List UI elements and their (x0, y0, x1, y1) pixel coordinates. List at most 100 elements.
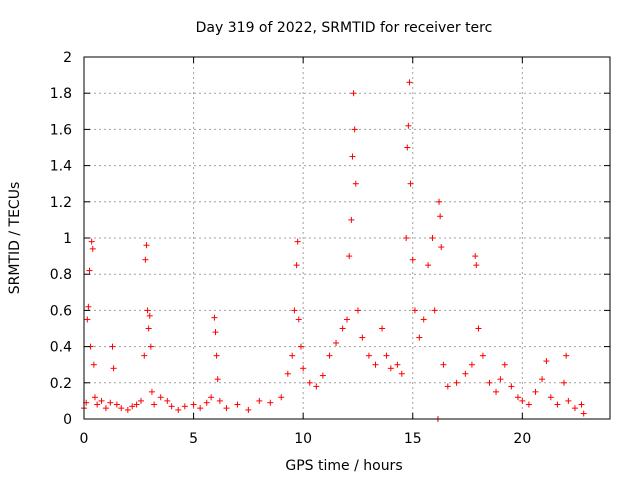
data-point (88, 238, 95, 245)
y-tick-label: 0.2 (50, 376, 72, 392)
data-point (133, 401, 140, 408)
data-point (284, 370, 291, 377)
data-point (291, 307, 298, 314)
data-point (479, 352, 486, 359)
data-point (350, 90, 357, 97)
data-point (148, 388, 155, 395)
data-point (394, 361, 401, 368)
data-point (98, 397, 105, 404)
data-point (403, 235, 410, 241)
y-tick-label: 1 (63, 231, 72, 247)
data-point (339, 325, 346, 332)
data-point (453, 379, 460, 386)
y-tick-label: 0 (63, 412, 72, 428)
data-point (333, 339, 340, 346)
x-tick-label: 5 (189, 431, 198, 447)
x-tick-label: 10 (294, 431, 312, 447)
data-point (547, 394, 554, 401)
data-point (124, 406, 131, 413)
data-point (129, 403, 136, 410)
data-point (216, 397, 223, 404)
y-axis-label: SRMTID / TECUs (7, 182, 23, 295)
data-point (462, 370, 469, 377)
data-point (493, 388, 500, 395)
y-tick-label: 0.8 (50, 267, 72, 283)
data-point (543, 358, 550, 365)
data-point (409, 256, 416, 263)
data-point (525, 401, 532, 408)
data-point (348, 216, 355, 223)
plot-frame (83, 56, 611, 420)
data-point (420, 316, 427, 323)
y-tick-label: 1.4 (50, 159, 72, 175)
data-point (113, 401, 120, 408)
data-point (354, 307, 361, 314)
data-point (295, 316, 302, 323)
data-point (475, 325, 482, 332)
data-point (411, 307, 418, 314)
data-point (102, 405, 109, 412)
data-point (157, 394, 164, 401)
data-point (578, 401, 585, 408)
data-point (560, 379, 567, 386)
data-point (144, 307, 151, 314)
data-point (278, 394, 285, 401)
data-point (444, 383, 451, 390)
data-point (256, 397, 263, 404)
data-point (234, 401, 241, 408)
data-point (351, 126, 358, 133)
data-point (143, 242, 150, 249)
data-point (190, 401, 197, 408)
data-point (90, 361, 97, 368)
data-point (473, 262, 480, 269)
data-point (554, 401, 561, 408)
data-point (197, 405, 204, 412)
data-point (175, 406, 182, 413)
data-point (107, 399, 114, 406)
data-point (472, 253, 479, 260)
data-point (429, 235, 436, 241)
data-point (405, 122, 412, 129)
x-tick-label: 20 (513, 431, 531, 447)
data-point (486, 379, 493, 386)
data-point (306, 379, 313, 386)
data-point (110, 365, 117, 372)
data-point (344, 316, 350, 323)
data-point (519, 397, 526, 404)
chart-title: Day 319 of 2022, SRMTID for receiver ter… (196, 20, 493, 36)
data-point (212, 329, 219, 336)
data-point (208, 394, 215, 401)
data-point (213, 352, 220, 359)
data-point (346, 253, 353, 260)
data-point (539, 376, 546, 383)
data-point (565, 397, 572, 404)
data-point (147, 343, 154, 350)
data-point (383, 352, 390, 359)
data-point (141, 352, 148, 359)
data-point (85, 303, 92, 310)
data-point (372, 361, 379, 368)
data-point (440, 361, 447, 368)
data-point (406, 79, 413, 86)
data-point (580, 410, 587, 417)
data-point (398, 370, 405, 377)
data-point (571, 405, 578, 412)
data-point (425, 262, 432, 269)
data-point (532, 388, 539, 395)
data-point (84, 316, 91, 323)
data-point (223, 405, 230, 412)
data-point (211, 314, 218, 321)
data-point (404, 144, 411, 151)
data-point (203, 399, 210, 406)
data-point (468, 361, 475, 368)
data-point (436, 198, 443, 205)
data-point (91, 394, 98, 401)
data-point (289, 352, 296, 359)
x-tick-label: 15 (404, 431, 422, 447)
data-point (326, 352, 333, 359)
data-point (267, 399, 274, 406)
data-point (214, 376, 221, 383)
x-axis-label: GPS time / hours (285, 458, 402, 474)
data-point (145, 325, 152, 332)
data-point (294, 238, 301, 245)
